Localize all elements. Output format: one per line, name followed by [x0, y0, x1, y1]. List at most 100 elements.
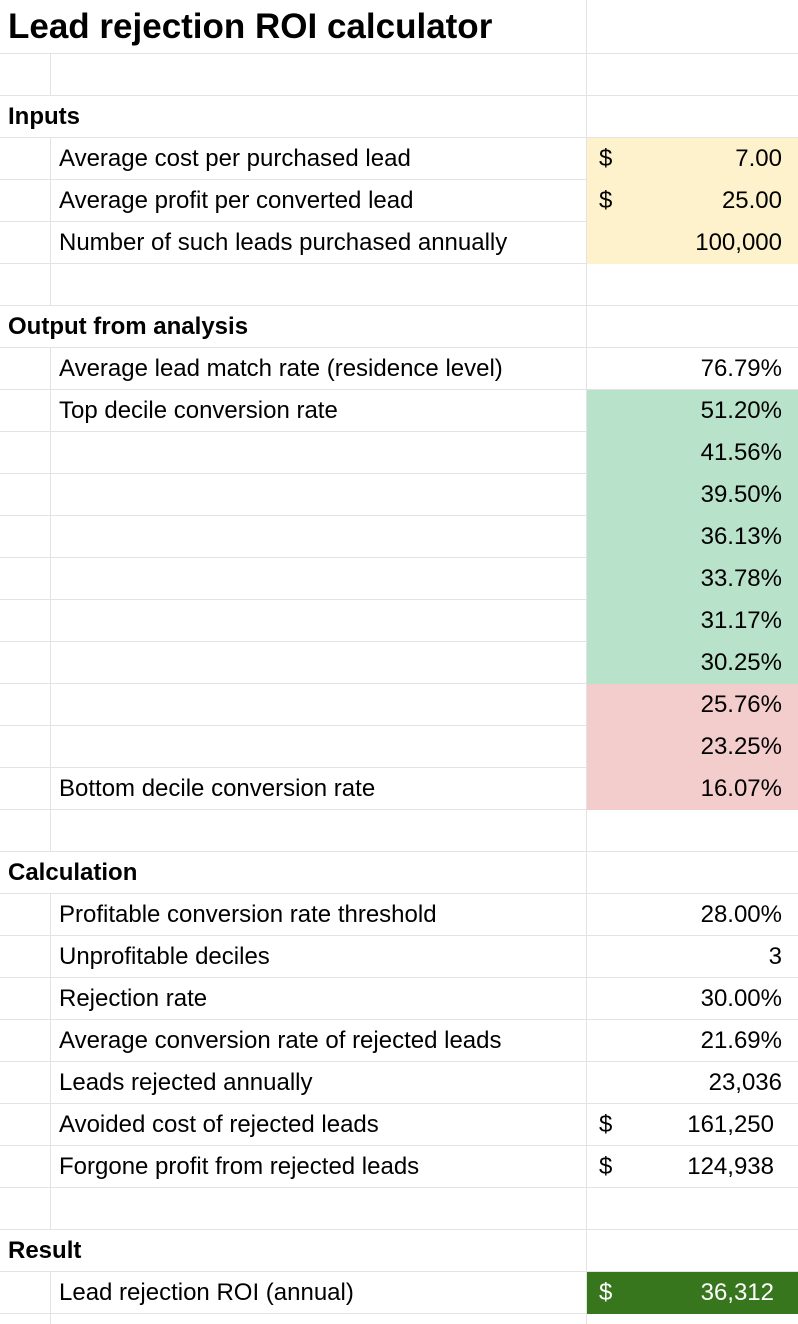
empty-cell[interactable] — [587, 54, 798, 96]
empty-cell[interactable] — [0, 264, 51, 306]
empty-cell[interactable] — [0, 936, 51, 978]
avg-conv-value-cell[interactable]: 21.69% — [587, 1020, 798, 1062]
empty-cell[interactable] — [51, 264, 587, 306]
leads-label-cell[interactable]: Number of such leads purchased annually — [51, 222, 587, 264]
decile-value-cell[interactable]: 51.20% — [587, 390, 798, 432]
output-heading-cell[interactable]: Output from analysis — [0, 306, 587, 348]
leads-input-cell[interactable]: 100,000 — [587, 222, 798, 264]
decile-value-cell[interactable]: 36.13% — [587, 516, 798, 558]
threshold-value-cell[interactable]: 28.00% — [587, 894, 798, 936]
empty-cell[interactable] — [0, 1188, 51, 1230]
empty-cell[interactable] — [0, 1314, 51, 1324]
cost-input-cell[interactable]: $ 7.00 — [587, 138, 798, 180]
empty-cell[interactable] — [51, 726, 587, 768]
empty-cell[interactable] — [51, 474, 587, 516]
threshold-label-cell[interactable]: Profitable conversion rate threshold — [51, 894, 587, 936]
empty-cell[interactable] — [0, 810, 51, 852]
empty-cell[interactable] — [0, 432, 51, 474]
empty-cell[interactable] — [0, 180, 51, 222]
avoided-value-cell[interactable]: $ 161,250 — [587, 1104, 798, 1146]
decile-value-cell[interactable]: 23.25% — [587, 726, 798, 768]
roi-label-cell[interactable]: Lead rejection ROI (annual) — [51, 1272, 587, 1314]
empty-cell[interactable] — [0, 894, 51, 936]
empty-cell[interactable] — [51, 684, 587, 726]
profit-label-cell[interactable]: Average profit per converted lead — [51, 180, 587, 222]
empty-cell[interactable] — [0, 642, 51, 684]
unprofitable-label-cell[interactable]: Unprofitable deciles — [51, 936, 587, 978]
empty-cell[interactable] — [0, 768, 51, 810]
empty-cell[interactable] — [587, 1188, 798, 1230]
empty-cell[interactable] — [0, 558, 51, 600]
decile-value-cell[interactable]: 25.76% — [587, 684, 798, 726]
empty-cell[interactable] — [0, 1104, 51, 1146]
result-heading: Result — [8, 1237, 82, 1264]
forgone-label-cell[interactable]: Forgone profit from rejected leads — [51, 1146, 587, 1188]
empty-cell[interactable] — [0, 138, 51, 180]
empty-cell[interactable] — [587, 1230, 798, 1272]
empty-cell[interactable] — [51, 642, 587, 684]
empty-cell[interactable] — [587, 0, 798, 54]
decile-label-cell[interactable]: Top decile conversion rate — [51, 390, 587, 432]
decile-value: 51.20% — [700, 397, 782, 424]
unprofitable-value-cell[interactable]: 3 — [587, 936, 798, 978]
match-rate-row: Average lead match rate (residence level… — [0, 348, 798, 390]
empty-cell[interactable] — [0, 390, 51, 432]
rejection-label-cell[interactable]: Rejection rate — [51, 978, 587, 1020]
empty-cell[interactable] — [51, 1314, 587, 1324]
decile-value-cell[interactable]: 33.78% — [587, 558, 798, 600]
empty-cell[interactable] — [0, 684, 51, 726]
empty-cell[interactable] — [0, 516, 51, 558]
empty-cell[interactable] — [51, 54, 587, 96]
output-heading: Output from analysis — [8, 313, 249, 340]
avoided-cost-row: Avoided cost of rejected leads $ 161,250 — [0, 1104, 798, 1146]
leads-rejected-value-cell[interactable]: 23,036 — [587, 1062, 798, 1104]
empty-cell[interactable] — [51, 516, 587, 558]
empty-cell[interactable] — [587, 264, 798, 306]
empty-cell[interactable] — [0, 1272, 51, 1314]
empty-cell[interactable] — [0, 222, 51, 264]
empty-cell[interactable] — [587, 852, 798, 894]
empty-cell[interactable] — [0, 1146, 51, 1188]
decile-label-cell[interactable]: Bottom decile conversion rate — [51, 768, 587, 810]
cost-label-cell[interactable]: Average cost per purchased lead — [51, 138, 587, 180]
empty-cell[interactable] — [587, 1314, 798, 1324]
empty-cell[interactable] — [0, 600, 51, 642]
result-heading-row: Result — [0, 1230, 798, 1272]
empty-cell[interactable] — [51, 600, 587, 642]
empty-cell[interactable] — [0, 978, 51, 1020]
empty-cell[interactable] — [51, 432, 587, 474]
empty-cell[interactable] — [587, 96, 798, 138]
empty-cell[interactable] — [0, 1062, 51, 1104]
empty-cell[interactable] — [0, 474, 51, 516]
match-value-cell[interactable]: 76.79% — [587, 348, 798, 390]
decile-value: 31.17% — [700, 607, 782, 634]
inputs-heading-cell[interactable]: Inputs — [0, 96, 587, 138]
avoided-label-cell[interactable]: Avoided cost of rejected leads — [51, 1104, 587, 1146]
empty-cell[interactable] — [0, 54, 51, 96]
decile-value-cell[interactable]: 39.50% — [587, 474, 798, 516]
decile-row: 30.25% — [0, 642, 798, 684]
match-label-cell[interactable]: Average lead match rate (residence level… — [51, 348, 587, 390]
empty-cell[interactable] — [0, 1020, 51, 1062]
empty-cell[interactable] — [51, 1188, 587, 1230]
leads-rejected-label-cell[interactable]: Leads rejected annually — [51, 1062, 587, 1104]
profit-input-cell[interactable]: $ 25.00 — [587, 180, 798, 222]
decile-value-cell[interactable]: 16.07% — [587, 768, 798, 810]
empty-cell[interactable] — [0, 348, 51, 390]
calculation-heading-cell[interactable]: Calculation — [0, 852, 587, 894]
rejection-value-cell[interactable]: 30.00% — [587, 978, 798, 1020]
empty-cell[interactable] — [0, 726, 51, 768]
avg-conv-label-cell[interactable]: Average conversion rate of rejected lead… — [51, 1020, 587, 1062]
empty-cell[interactable] — [587, 306, 798, 348]
empty-cell[interactable] — [587, 810, 798, 852]
decile-value-cell[interactable]: 41.56% — [587, 432, 798, 474]
title-cell[interactable]: Lead rejection ROI calculator — [0, 0, 587, 54]
blank-row — [0, 1188, 798, 1230]
roi-value-cell[interactable]: $ 36,312 — [587, 1272, 798, 1314]
result-heading-cell[interactable]: Result — [0, 1230, 587, 1272]
empty-cell[interactable] — [51, 558, 587, 600]
decile-value-cell[interactable]: 30.25% — [587, 642, 798, 684]
forgone-value-cell[interactable]: $ 124,938 — [587, 1146, 798, 1188]
empty-cell[interactable] — [51, 810, 587, 852]
decile-value-cell[interactable]: 31.17% — [587, 600, 798, 642]
